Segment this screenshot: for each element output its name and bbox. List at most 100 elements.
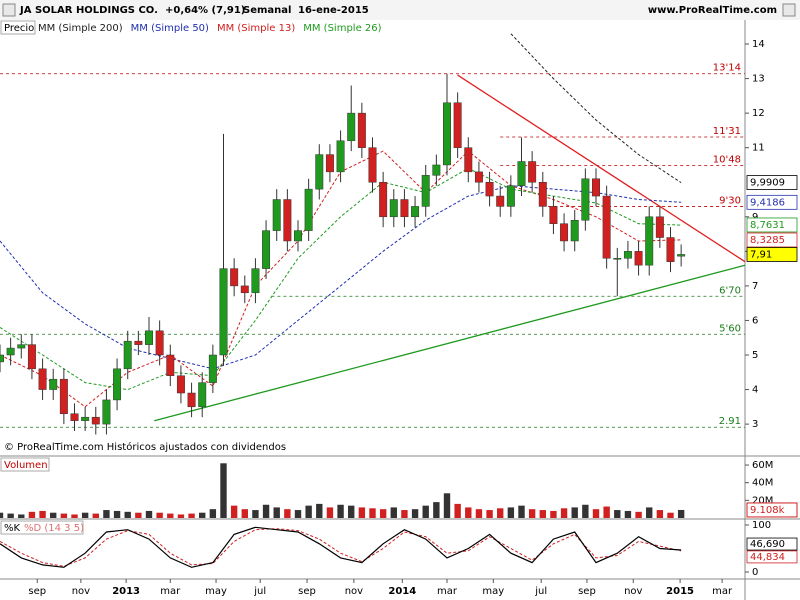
candle-body	[272, 199, 281, 231]
candle-body	[0, 354, 4, 363]
volume-bar	[177, 514, 185, 518]
window-icon[interactable]	[782, 3, 796, 17]
x-tick-label: jul	[253, 586, 266, 597]
candle-body	[666, 237, 675, 262]
volume-bar	[156, 512, 163, 518]
level-label: 2.91	[719, 416, 741, 427]
candle-body	[357, 112, 366, 148]
volume-bar	[273, 507, 280, 518]
volume-bar	[103, 510, 110, 518]
volume-bar	[50, 512, 57, 518]
candle-body	[560, 223, 569, 242]
candle-body	[347, 112, 356, 142]
volume-bar	[284, 509, 291, 518]
candle-body	[623, 251, 632, 259]
candle-body	[251, 268, 260, 294]
x-tick-label: mar	[160, 586, 181, 597]
candle-body	[389, 199, 398, 218]
volume-bar	[305, 505, 312, 518]
candle-body	[187, 392, 196, 408]
volume-bar	[433, 502, 440, 518]
volume-bar	[7, 513, 14, 518]
stoch-tick-label: 100	[752, 520, 771, 531]
candle-body	[59, 378, 68, 414]
volume-bar	[92, 513, 99, 518]
candle-body	[464, 147, 473, 173]
candle-body	[379, 181, 388, 218]
volume-bar	[528, 509, 536, 518]
candle-body	[453, 102, 462, 148]
x-tick-label: may	[205, 586, 227, 597]
candle-body	[517, 161, 526, 186]
x-tick-label: nov	[624, 586, 642, 597]
volume-bar	[60, 513, 68, 518]
candle-body	[443, 102, 451, 166]
stoch-box	[746, 550, 798, 564]
candle-body	[538, 181, 547, 207]
y-tick-label: 14	[752, 39, 765, 50]
stoch-box-label: 46,690	[750, 539, 785, 550]
volume-bar	[390, 507, 397, 518]
x-tick-label: mar	[712, 586, 733, 597]
volume-bar	[379, 509, 387, 518]
top-bar	[0, 0, 800, 20]
moving-average	[0, 185, 682, 370]
volume-bar	[18, 514, 25, 518]
volume-bar	[326, 507, 334, 518]
volume-bar	[124, 511, 131, 518]
volume-tick-label: 60M	[752, 460, 773, 471]
candle-body	[677, 254, 686, 257]
volume-bar	[571, 507, 578, 518]
volume-bar	[422, 505, 429, 518]
candle-body	[134, 340, 143, 345]
volume-bar	[443, 493, 451, 518]
stoch-label-box	[0, 520, 84, 535]
volume-bar	[39, 510, 46, 518]
legend-entry: MM (Simple 13)	[217, 23, 295, 34]
candle-body	[208, 354, 217, 383]
volume-bar	[199, 512, 206, 518]
price-box-label: 9,9909	[750, 178, 785, 189]
volume-bar	[188, 513, 195, 518]
volume-bar	[145, 510, 153, 518]
volume-bar	[230, 505, 238, 518]
volume-bar	[28, 511, 36, 518]
date: 16-ene-2015	[298, 5, 369, 16]
x-tick-label: jul	[534, 586, 547, 597]
x-tick-label: mar	[437, 586, 458, 597]
volume-bar	[348, 505, 355, 518]
price-box	[746, 232, 798, 248]
y-tick-label: 5	[752, 350, 758, 361]
candle-body	[315, 154, 324, 190]
x-tick-label: 2015	[666, 586, 694, 597]
candle-body	[325, 154, 334, 173]
candle-body	[368, 147, 377, 183]
menu-icon[interactable]	[2, 3, 16, 17]
volume-bar	[220, 463, 227, 518]
volume-label-box	[0, 457, 50, 472]
candle-body	[6, 347, 15, 356]
y-tick-label: 13	[752, 74, 765, 85]
volume-bar	[262, 504, 270, 518]
volume-bar	[646, 507, 653, 518]
candle-body	[240, 285, 249, 294]
x-tick-label: sep	[578, 586, 596, 597]
volume-bar	[518, 505, 525, 518]
y-tick-label: 6	[752, 315, 758, 326]
candle-body	[283, 199, 292, 242]
candle-body	[336, 140, 345, 173]
candle-body	[176, 375, 185, 394]
legend-entry: MM (Simple 26)	[303, 23, 381, 34]
level-label: 6'70	[719, 285, 741, 296]
level-label: 10'48	[713, 155, 741, 166]
volume-bar	[507, 507, 515, 518]
volume-bar	[369, 508, 376, 518]
candle-body	[38, 368, 47, 390]
stoch-k	[0, 526, 682, 568]
volume-title: Volumen	[4, 460, 48, 471]
candle-body	[155, 330, 164, 356]
candle-body	[262, 230, 271, 269]
volume-bar	[614, 510, 621, 518]
volume-bar	[358, 507, 366, 518]
